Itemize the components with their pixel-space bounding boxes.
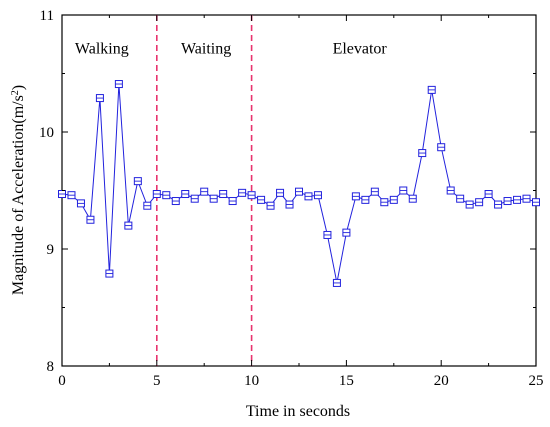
y-tick-label: 11 <box>40 8 54 24</box>
y-axis-title-main: Magnitude of Acceleration(m/s <box>10 95 27 295</box>
y-axis-title-sup: 2 <box>10 90 21 95</box>
data-point <box>266 201 275 210</box>
data-point <box>361 195 370 204</box>
x-tick-label: 5 <box>153 373 161 389</box>
data-point <box>67 191 76 200</box>
series-line <box>61 83 537 283</box>
data-point <box>228 197 237 206</box>
data-point <box>427 85 436 94</box>
data-point <box>484 190 493 199</box>
y-axis-title-close: ) <box>10 85 27 90</box>
data-point <box>494 200 503 209</box>
data-point <box>522 194 531 203</box>
phase-label: Walking <box>75 41 129 58</box>
data-point <box>418 149 427 158</box>
x-tick-label: 0 <box>58 373 66 389</box>
data-point <box>95 94 104 103</box>
data-point <box>276 188 285 197</box>
data-point <box>114 80 123 89</box>
data-point <box>219 190 228 199</box>
y-tick-label: 10 <box>39 125 54 141</box>
data-point <box>304 192 313 201</box>
data-point <box>190 194 199 203</box>
data-point <box>437 143 446 152</box>
data-point <box>456 194 465 203</box>
data-point <box>143 201 152 210</box>
data-point <box>351 192 360 201</box>
data-point <box>323 230 332 239</box>
x-axis-title: Time in seconds <box>246 403 350 420</box>
data-point <box>200 187 209 196</box>
data-point <box>399 186 408 195</box>
data-point <box>133 177 142 186</box>
data-point <box>389 195 398 204</box>
data-point <box>238 188 247 197</box>
data-point <box>181 190 190 199</box>
phase-label: Waiting <box>181 41 231 58</box>
x-tick-label: 10 <box>244 373 259 389</box>
data-point <box>257 195 266 204</box>
phase-labels: Walking Waiting Elevator <box>75 41 388 58</box>
data-point <box>513 195 522 204</box>
data-point <box>332 278 341 287</box>
x-tick-label: 20 <box>434 373 449 389</box>
data-point <box>313 191 322 200</box>
data-point <box>370 187 379 196</box>
data-point <box>209 194 218 203</box>
data-point <box>171 197 180 206</box>
data-point <box>295 187 303 196</box>
data-point <box>247 191 256 200</box>
data-point <box>342 228 351 237</box>
x-tick-label: 25 <box>529 373 544 389</box>
data-point <box>285 200 294 209</box>
y-tick-label: 8 <box>47 359 55 375</box>
data-point <box>408 194 417 203</box>
data-series <box>61 83 537 283</box>
y-tick-label: 9 <box>47 242 55 258</box>
data-point <box>532 198 540 207</box>
data-markers <box>58 80 540 287</box>
y-axis-title: Magnitude of Acceleration(m/s2) <box>10 85 28 295</box>
data-point <box>58 190 66 199</box>
data-point <box>105 269 114 278</box>
data-point <box>152 190 161 199</box>
data-point <box>124 221 133 230</box>
data-point <box>446 186 455 195</box>
phase-label: Elevator <box>333 41 388 58</box>
data-point <box>76 199 85 208</box>
data-point <box>380 198 389 207</box>
data-point <box>86 215 95 224</box>
data-point <box>475 198 484 207</box>
data-point <box>162 191 171 200</box>
data-point <box>503 197 512 206</box>
data-point <box>465 200 474 209</box>
x-tick-label: 15 <box>339 373 354 389</box>
axis-ticks: 0 5 10 15 20 25 8 9 10 11 <box>39 8 544 389</box>
